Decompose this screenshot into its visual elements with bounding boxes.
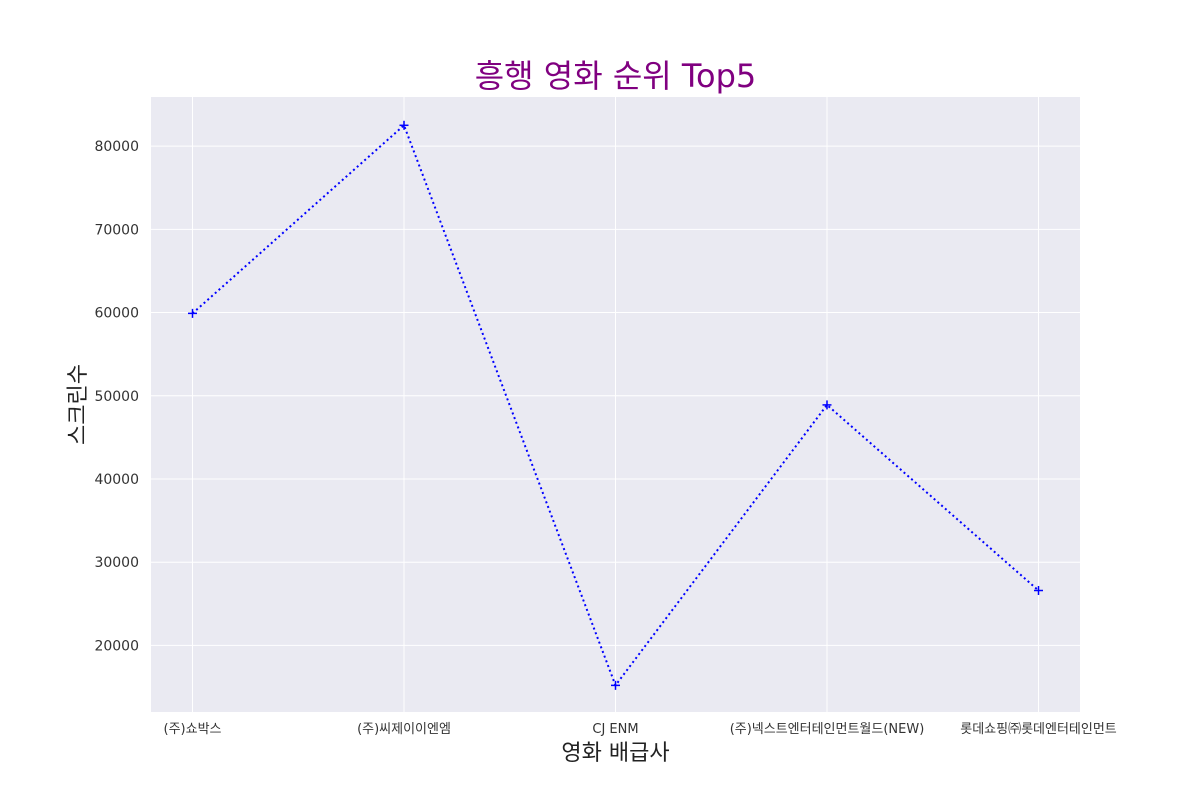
data-point bbox=[822, 400, 832, 410]
y-tick-label: 50000 bbox=[94, 389, 139, 405]
data-point bbox=[611, 680, 620, 690]
x-tick-label: (주)씨제이이엔엠 bbox=[357, 722, 451, 737]
data-point bbox=[1034, 585, 1043, 595]
y-tick-label: 80000 bbox=[94, 139, 139, 155]
y-axis-ticks: 20000 30000 40000 50000 60000 70000 80000 bbox=[94, 139, 139, 654]
x-tick-label: (주)쇼박스 bbox=[164, 722, 222, 737]
series-markers bbox=[188, 120, 1043, 690]
x-axis-label: 영화 배급사 bbox=[561, 741, 669, 766]
y-axis-label: 스크린수 bbox=[66, 364, 91, 445]
x-tick-label: (주)넥스트엔터테인먼트월드(NEW) bbox=[730, 722, 925, 737]
y-tick-label: 60000 bbox=[94, 306, 139, 322]
x-tick-label: CJ ENM bbox=[592, 722, 638, 737]
data-point bbox=[399, 120, 409, 130]
y-tick-label: 20000 bbox=[94, 638, 139, 654]
y-tick-label: 30000 bbox=[94, 555, 139, 571]
y-tick-label: 70000 bbox=[94, 222, 139, 238]
x-tick-label: 롯데쇼핑㈜롯데엔터테인먼트 bbox=[960, 722, 1117, 737]
y-tick-label: 40000 bbox=[94, 472, 139, 488]
x-axis-ticks: (주)쇼박스 (주)씨제이이엔엠 CJ ENM (주)넥스트엔터테인먼트월드(NEW)… bbox=[164, 722, 1117, 737]
chart-title: 흥행 영화 순위 Top5 bbox=[475, 57, 757, 95]
data-point bbox=[188, 308, 197, 318]
